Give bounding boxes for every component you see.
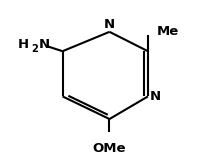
- Text: N: N: [150, 90, 161, 103]
- Text: OMe: OMe: [93, 142, 126, 155]
- Text: 2: 2: [32, 44, 39, 54]
- Text: H: H: [18, 38, 29, 51]
- Text: N: N: [104, 18, 115, 31]
- Text: N: N: [39, 38, 50, 51]
- Text: Me: Me: [156, 25, 179, 38]
